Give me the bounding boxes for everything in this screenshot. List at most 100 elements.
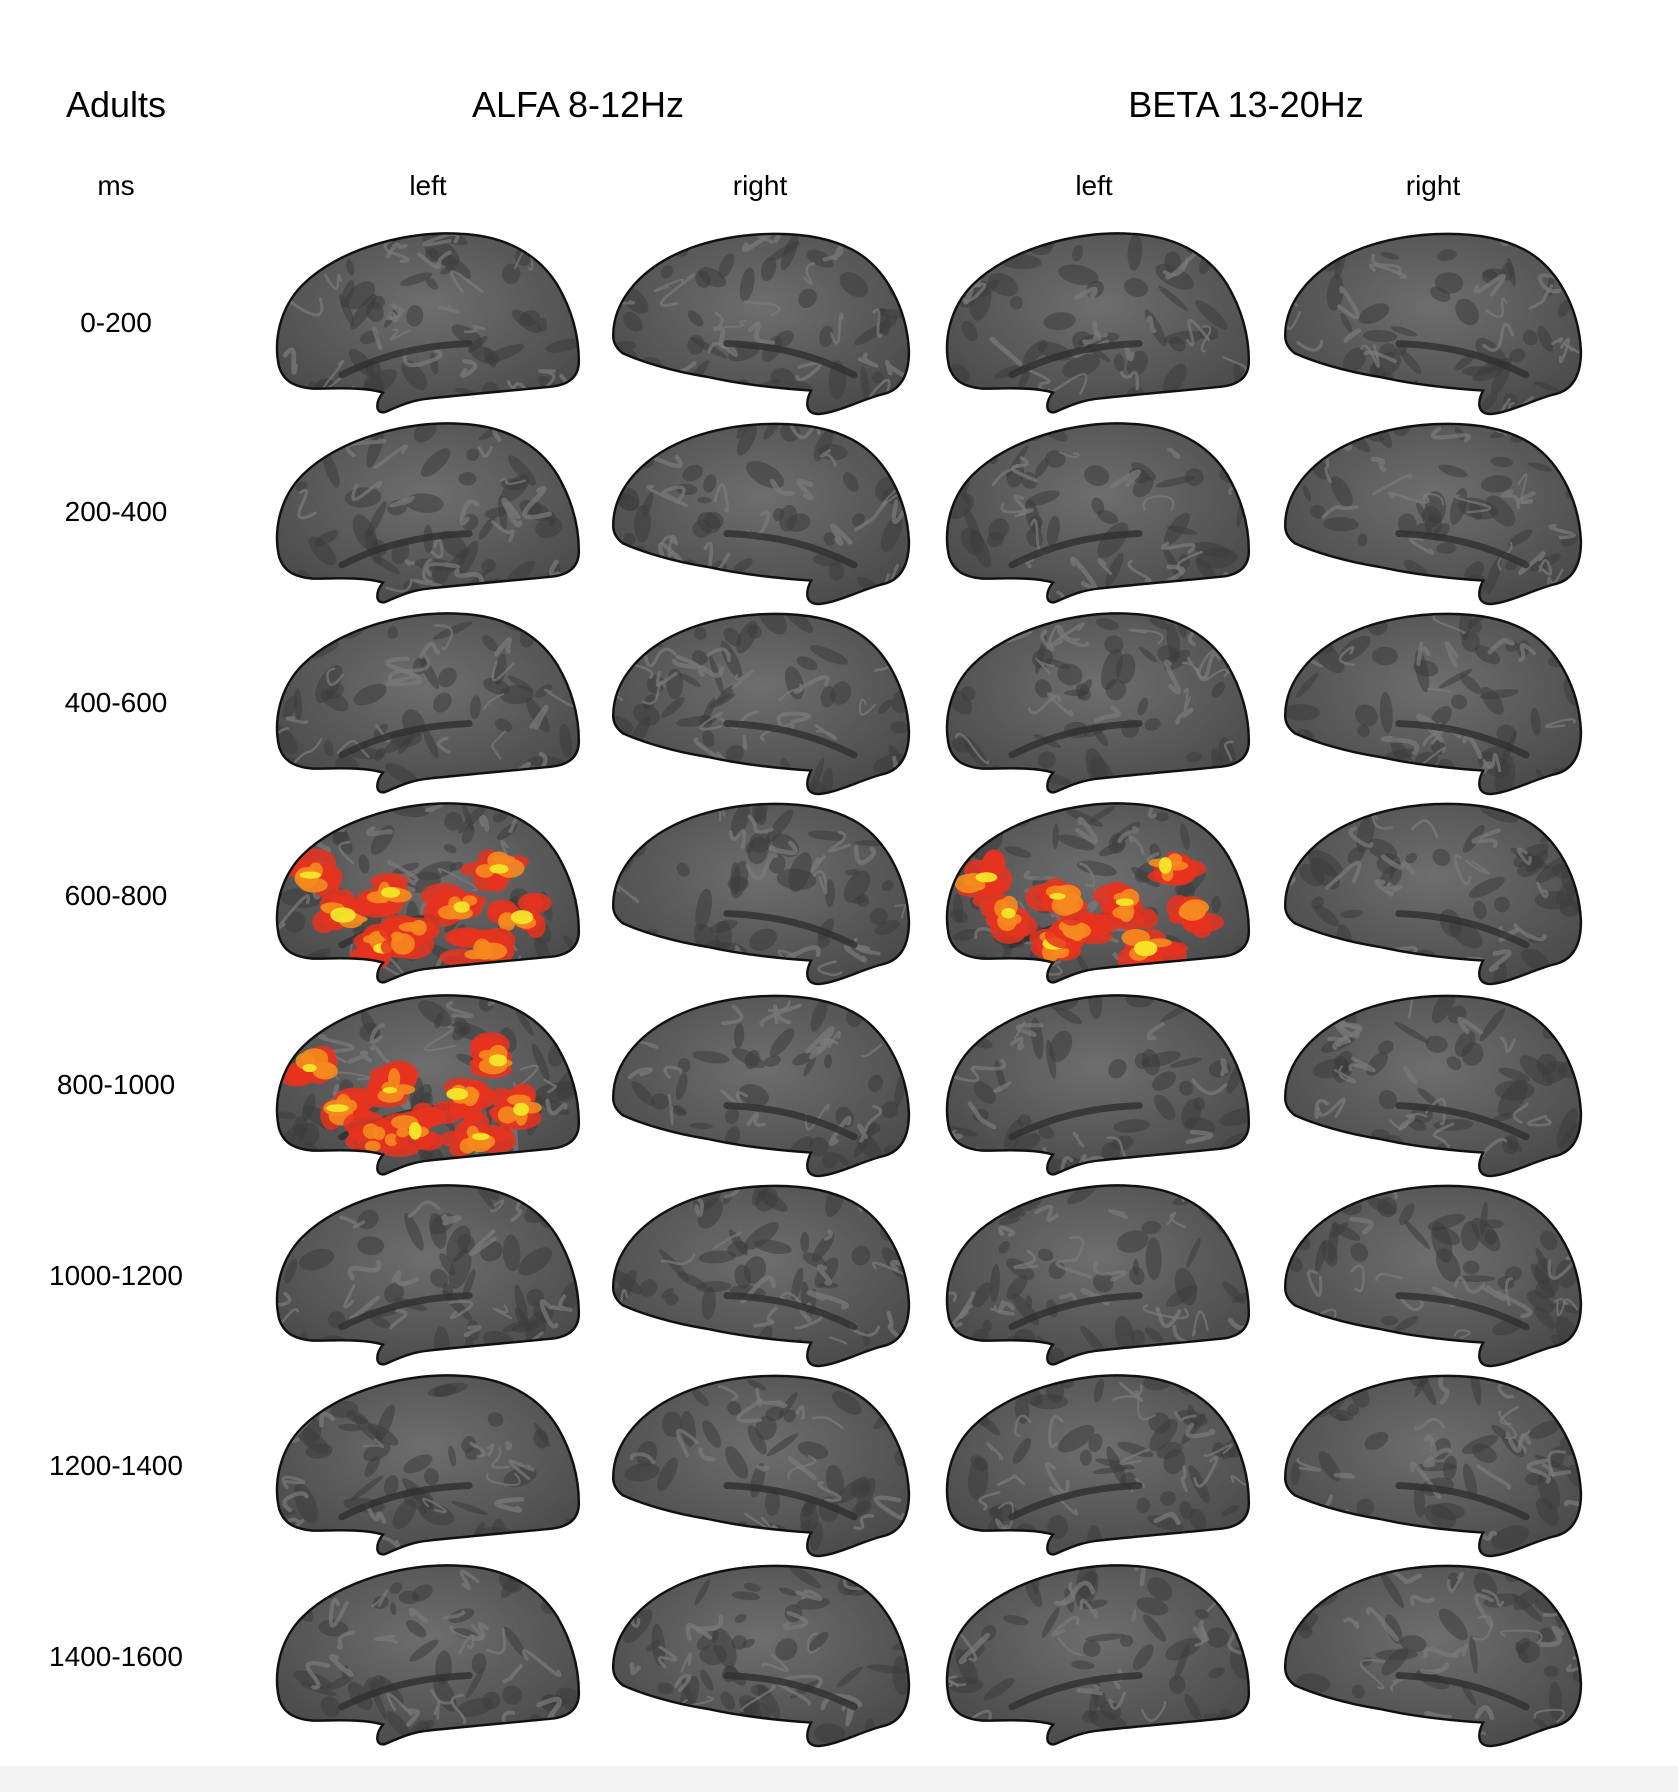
brain-map-alpha-left — [270, 990, 588, 1180]
band-title-alpha: ALFA 8-12Hz — [471, 84, 685, 125]
cortex-outline — [1283, 994, 1583, 1178]
time-unit-label: ms — [97, 170, 135, 201]
cortex-outline — [611, 802, 911, 986]
time-window-label: 1400-1600 — [49, 1641, 183, 1672]
sulcal-pattern — [277, 995, 579, 1169]
brain-map-alpha-left — [270, 1560, 588, 1750]
brain-map-alpha-left — [270, 1180, 588, 1370]
brain-map-alpha-right — [606, 608, 924, 798]
left-hemisphere-surface — [945, 612, 1251, 794]
cortex-outline — [611, 422, 911, 606]
cortex-outline — [945, 612, 1251, 794]
right-hemisphere-surface — [611, 612, 911, 796]
group-label: Adults — [65, 84, 167, 125]
brain-map-beta-right — [1278, 1370, 1596, 1560]
cortex-outline — [1283, 1564, 1583, 1748]
left-hemisphere-surface — [945, 422, 1251, 604]
brain-map-beta-left — [940, 990, 1258, 1180]
left-hemisphere-surface — [275, 802, 581, 984]
right-hemisphere-surface — [611, 1374, 911, 1558]
left-hemisphere-surface — [945, 1184, 1251, 1366]
brain-map-beta-right — [1278, 418, 1596, 608]
cortex-outline — [1283, 802, 1583, 986]
hemisphere-label-alpha-right: right — [732, 170, 788, 201]
brain-map-beta-left — [940, 1180, 1258, 1370]
brain-map-alpha-right — [606, 1180, 924, 1370]
cortex-outline — [945, 1564, 1251, 1746]
right-hemisphere-surface — [1283, 612, 1583, 796]
brain-map-beta-left — [940, 608, 1258, 798]
cortex-outline — [611, 1564, 911, 1748]
time-window-label: 1000-1200 — [49, 1260, 183, 1291]
right-hemisphere-surface — [611, 232, 911, 416]
brain-map-alpha-right — [606, 990, 924, 1180]
band-title-beta: BETA 13-20Hz — [1128, 84, 1364, 125]
brain-map-alpha-left — [270, 418, 588, 608]
cortex-outline — [611, 1184, 911, 1368]
cortex-outline — [1283, 232, 1583, 416]
right-hemisphere-surface — [1283, 994, 1583, 1178]
right-hemisphere-surface — [1283, 422, 1583, 606]
brain-map-alpha-right — [606, 798, 924, 988]
brain-map-alpha-left — [270, 608, 588, 798]
activation-map — [277, 1032, 542, 1157]
cortex-outline — [611, 612, 911, 796]
cortex-outline — [611, 1374, 911, 1558]
cortex-outline — [275, 1564, 581, 1746]
time-window-label: 1200-1400 — [49, 1450, 183, 1481]
right-hemisphere-surface — [1283, 232, 1583, 416]
cortex-outline — [275, 612, 581, 794]
brain-map-alpha-left — [270, 798, 588, 988]
bottom-strip — [0, 1766, 1678, 1792]
cortex-outline — [1283, 422, 1583, 606]
right-hemisphere-surface — [1283, 1184, 1583, 1368]
right-hemisphere-surface — [611, 422, 911, 606]
sulcal-pattern — [947, 995, 1249, 1175]
brain-map-alpha-right — [606, 228, 924, 418]
left-hemisphere-surface — [945, 232, 1251, 414]
left-hemisphere-surface — [275, 1184, 581, 1366]
brain-map-beta-right — [1278, 798, 1596, 988]
hemisphere-label-beta-right: right — [1405, 170, 1461, 201]
cortex-outline — [945, 1184, 1251, 1366]
brain-map-beta-left — [940, 1370, 1258, 1560]
left-hemisphere-surface — [945, 1564, 1251, 1746]
brain-map-beta-left — [940, 228, 1258, 418]
cortex-surface — [947, 995, 1249, 1175]
time-window-label: 800-1000 — [56, 1069, 176, 1100]
time-window-label: 0-200 — [80, 307, 152, 338]
left-hemisphere-surface — [275, 612, 581, 794]
cortex-outline — [275, 802, 581, 984]
left-hemisphere-surface — [275, 994, 581, 1176]
brain-map-beta-left — [940, 418, 1258, 608]
cortex-outline — [1283, 1184, 1583, 1368]
right-hemisphere-surface — [611, 802, 911, 986]
left-hemisphere-surface — [945, 1374, 1251, 1556]
brain-map-alpha-right — [606, 1560, 924, 1750]
cortex-outline — [275, 232, 581, 414]
cortex-outline — [1283, 612, 1583, 796]
right-hemisphere-surface — [1283, 802, 1583, 986]
time-window-label: 200-400 — [64, 496, 168, 527]
brain-map-beta-left — [940, 798, 1258, 988]
brain-map-beta-right — [1278, 608, 1596, 798]
right-hemisphere-surface — [611, 994, 911, 1178]
brain-map-alpha-right — [606, 418, 924, 608]
cortex-outline — [945, 802, 1251, 984]
cortex-outline — [275, 994, 581, 1176]
cortex-outline — [275, 422, 581, 604]
activation-map — [280, 848, 552, 971]
brain-map-alpha-left — [270, 1370, 588, 1560]
cortex-outline — [611, 994, 911, 1178]
cortex-outline — [945, 1374, 1251, 1556]
left-hemisphere-surface — [275, 1374, 581, 1556]
brain-map-beta-left — [940, 1560, 1258, 1750]
activation-map — [954, 849, 1225, 973]
left-hemisphere-surface — [945, 802, 1251, 984]
cortex-outline — [945, 232, 1251, 414]
right-hemisphere-surface — [611, 1184, 911, 1368]
left-hemisphere-surface — [275, 422, 581, 604]
time-window-label: 400-600 — [64, 687, 168, 718]
hemisphere-label-alpha-left: left — [409, 170, 447, 201]
brain-map-beta-right — [1278, 228, 1596, 418]
